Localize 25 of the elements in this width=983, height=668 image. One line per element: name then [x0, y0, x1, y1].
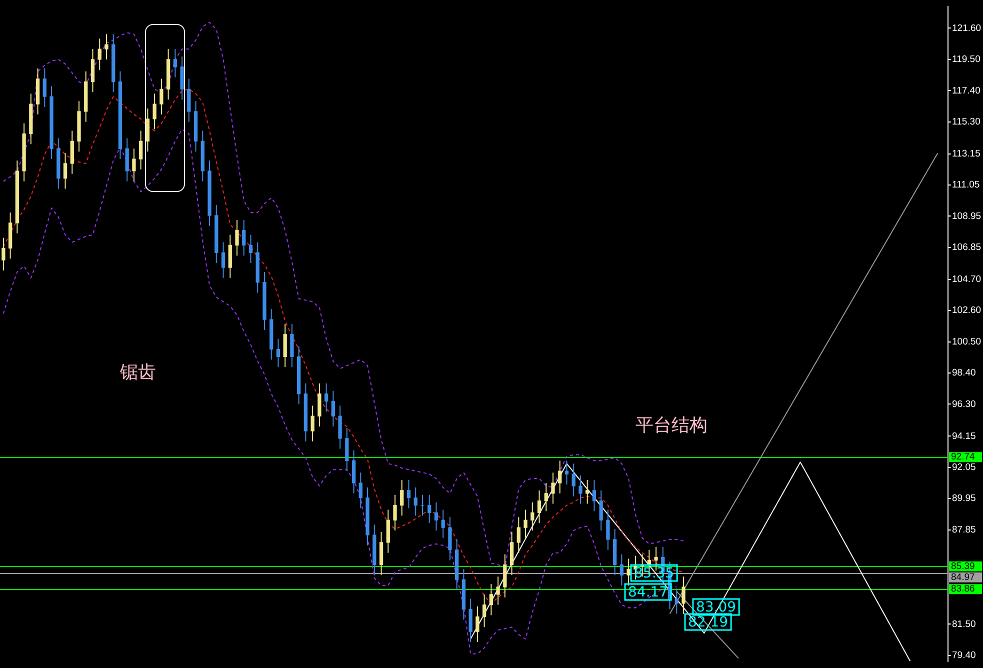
y-tick-label: 117.40	[952, 85, 980, 96]
annotation: 平台结构	[635, 414, 708, 438]
ref-line-label: 92.74	[951, 452, 975, 463]
ref-line-label: 83.86	[951, 584, 975, 595]
annotation: 锯齿	[120, 360, 156, 384]
y-tick-label: 119.50	[952, 54, 980, 66]
y-tick-label: 113.15	[952, 148, 980, 160]
y-tick-label: 121.60	[952, 22, 982, 34]
y-tick-label: 81.50	[952, 618, 976, 630]
y-tick-label: 111.05	[952, 180, 980, 191]
y-tick-label: 102.60	[952, 305, 982, 316]
y-tick-label: 100.50	[952, 336, 982, 348]
y-tick-label: 104.70	[952, 274, 982, 286]
y-tick-label: 79.40	[952, 650, 976, 661]
ref-line-label: 85.39	[951, 560, 975, 572]
ref-line-label: 84.97	[951, 572, 975, 583]
y-tick-label: 98.40	[952, 368, 976, 379]
y-tick-label: 94.15	[952, 430, 976, 442]
y-tick-label: 96.30	[952, 398, 976, 410]
y-tick-label: 106.85	[952, 242, 982, 254]
y-tick-label: 89.95	[952, 493, 976, 504]
y-tick-label: 87.85	[952, 524, 976, 536]
y-tick-label: 115.30	[952, 116, 980, 128]
y-tick-label: 92.05	[952, 462, 976, 473]
y-tick-label: 108.95	[952, 210, 982, 222]
